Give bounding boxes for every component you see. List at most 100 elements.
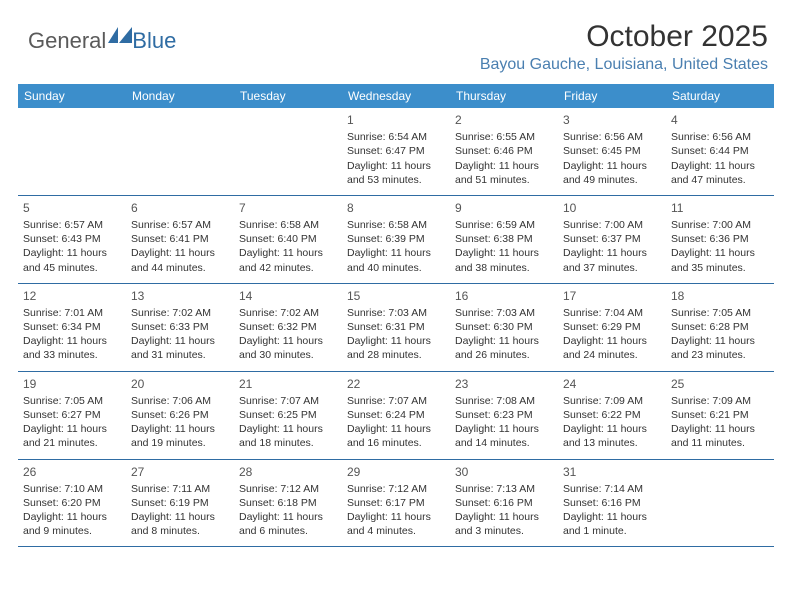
calendar-day-cell: 9 Sunrise: 6:59 AMSunset: 6:38 PMDaylight…: [450, 195, 558, 283]
day-info: Sunrise: 6:56 AMSunset: 6:45 PMDaylight:…: [563, 130, 661, 187]
brand-logo: General Blue: [28, 28, 176, 54]
day-info: Sunrise: 7:02 AMSunset: 6:33 PMDaylight:…: [131, 306, 229, 363]
day-header: Sunday: [18, 84, 126, 108]
day-info: Sunrise: 7:05 AMSunset: 6:27 PMDaylight:…: [23, 394, 121, 451]
day-info: Sunrise: 7:06 AMSunset: 6:26 PMDaylight:…: [131, 394, 229, 451]
calendar-day-cell: 11 Sunrise: 7:00 AMSunset: 6:36 PMDayligh…: [666, 195, 774, 283]
day-number: 27: [131, 464, 229, 480]
calendar-day-cell: 27 Sunrise: 7:11 AMSunset: 6:19 PMDayligh…: [126, 459, 234, 547]
day-info: Sunrise: 7:11 AMSunset: 6:19 PMDaylight:…: [131, 482, 229, 539]
calendar-day-cell: 7 Sunrise: 6:58 AMSunset: 6:40 PMDaylight…: [234, 195, 342, 283]
day-info: Sunrise: 7:07 AMSunset: 6:25 PMDaylight:…: [239, 394, 337, 451]
calendar-week-row: 5Sunrise: 6:57 AMSunset: 6:43 PMDaylight…: [18, 195, 774, 283]
day-info: Sunrise: 7:03 AMSunset: 6:31 PMDaylight:…: [347, 306, 445, 363]
calendar-day-cell: 22 Sunrise: 7:07 AMSunset: 6:24 PMDayligh…: [342, 371, 450, 459]
calendar-day-cell: 21 Sunrise: 7:07 AMSunset: 6:25 PMDayligh…: [234, 371, 342, 459]
calendar-day-cell: 2 Sunrise: 6:55 AMSunset: 6:46 PMDaylight…: [450, 108, 558, 195]
day-number: 31: [563, 464, 661, 480]
day-info: Sunrise: 6:57 AMSunset: 6:43 PMDaylight:…: [23, 218, 121, 275]
calendar-day-cell: 30Sunrise: 7:13 AMSunset: 6:16 PMDayligh…: [450, 459, 558, 547]
calendar-day-cell: 15Sunrise: 7:03 AMSunset: 6:31 PMDayligh…: [342, 283, 450, 371]
day-number: 1: [347, 112, 445, 128]
day-info: Sunrise: 7:02 AMSunset: 6:32 PMDaylight:…: [239, 306, 337, 363]
brand-triangle-icon: [108, 27, 132, 43]
day-number: 29: [347, 464, 445, 480]
calendar-day-cell: 17Sunrise: 7:04 AMSunset: 6:29 PMDayligh…: [558, 283, 666, 371]
day-number: 26: [23, 464, 121, 480]
day-info: Sunrise: 7:14 AMSunset: 6:16 PMDaylight:…: [563, 482, 661, 539]
calendar-body: 1 Sunrise: 6:54 AMSunset: 6:47 PMDaylight…: [18, 108, 774, 547]
day-header: Thursday: [450, 84, 558, 108]
day-header: Friday: [558, 84, 666, 108]
calendar-week-row: 1 Sunrise: 6:54 AMSunset: 6:47 PMDaylight…: [18, 108, 774, 195]
calendar-day-cell: 28 Sunrise: 7:12 AMSunset: 6:18 PMDayligh…: [234, 459, 342, 547]
calendar-day-cell: 6 Sunrise: 6:57 AMSunset: 6:41 PMDaylight…: [126, 195, 234, 283]
day-number: 11: [671, 200, 769, 216]
day-number: 20: [131, 376, 229, 392]
day-number: 12: [23, 288, 121, 304]
day-info: Sunrise: 7:12 AMSunset: 6:18 PMDaylight:…: [239, 482, 337, 539]
brand-blue: Blue: [132, 28, 176, 54]
calendar-empty-cell: [234, 108, 342, 195]
day-info: Sunrise: 6:54 AMSunset: 6:47 PMDaylight:…: [347, 130, 445, 187]
calendar-day-cell: 20 Sunrise: 7:06 AMSunset: 6:26 PMDayligh…: [126, 371, 234, 459]
day-header-row: SundayMondayTuesdayWednesdayThursdayFrid…: [18, 84, 774, 108]
calendar-day-cell: 5Sunrise: 6:57 AMSunset: 6:43 PMDaylight…: [18, 195, 126, 283]
day-header: Tuesday: [234, 84, 342, 108]
calendar-empty-cell: [126, 108, 234, 195]
day-number: 2: [455, 112, 553, 128]
calendar-day-cell: 16 Sunrise: 7:03 AMSunset: 6:30 PMDayligh…: [450, 283, 558, 371]
day-info: Sunrise: 7:01 AMSunset: 6:34 PMDaylight:…: [23, 306, 121, 363]
brand-general: General: [28, 28, 106, 54]
day-info: Sunrise: 6:57 AMSunset: 6:41 PMDaylight:…: [131, 218, 229, 275]
day-info: Sunrise: 7:00 AMSunset: 6:36 PMDaylight:…: [671, 218, 769, 275]
calendar-day-cell: 1 Sunrise: 6:54 AMSunset: 6:47 PMDaylight…: [342, 108, 450, 195]
calendar-day-cell: 10 Sunrise: 7:00 AMSunset: 6:37 PMDayligh…: [558, 195, 666, 283]
calendar-day-cell: 14Sunrise: 7:02 AMSunset: 6:32 PMDayligh…: [234, 283, 342, 371]
day-info: Sunrise: 6:55 AMSunset: 6:46 PMDaylight:…: [455, 130, 553, 187]
calendar-day-cell: 13 Sunrise: 7:02 AMSunset: 6:33 PMDayligh…: [126, 283, 234, 371]
day-number: 3: [563, 112, 661, 128]
calendar-table: SundayMondayTuesdayWednesdayThursdayFrid…: [18, 84, 774, 547]
calendar-day-cell: 26Sunrise: 7:10 AMSunset: 6:20 PMDayligh…: [18, 459, 126, 547]
day-number: 19: [23, 376, 121, 392]
day-number: 16: [455, 288, 553, 304]
day-info: Sunrise: 6:59 AMSunset: 6:38 PMDaylight:…: [455, 218, 553, 275]
calendar-week-row: 12 Sunrise: 7:01 AMSunset: 6:34 PMDayligh…: [18, 283, 774, 371]
day-number: 10: [563, 200, 661, 216]
day-header: Monday: [126, 84, 234, 108]
day-info: Sunrise: 7:09 AMSunset: 6:21 PMDaylight:…: [671, 394, 769, 451]
day-number: 24: [563, 376, 661, 392]
day-info: Sunrise: 6:56 AMSunset: 6:44 PMDaylight:…: [671, 130, 769, 187]
calendar-day-cell: 8 Sunrise: 6:58 AMSunset: 6:39 PMDaylight…: [342, 195, 450, 283]
calendar-day-cell: 31 Sunrise: 7:14 AMSunset: 6:16 PMDayligh…: [558, 459, 666, 547]
day-number: 22: [347, 376, 445, 392]
day-number: 6: [131, 200, 229, 216]
day-info: Sunrise: 6:58 AMSunset: 6:40 PMDaylight:…: [239, 218, 337, 275]
location-text: Bayou Gauche, Louisiana, United States: [18, 56, 768, 74]
calendar-day-cell: 18Sunrise: 7:05 AMSunset: 6:28 PMDayligh…: [666, 283, 774, 371]
day-info: Sunrise: 7:08 AMSunset: 6:23 PMDaylight:…: [455, 394, 553, 451]
calendar-empty-cell: [18, 108, 126, 195]
calendar-day-cell: 19 Sunrise: 7:05 AMSunset: 6:27 PMDayligh…: [18, 371, 126, 459]
calendar-day-cell: 25Sunrise: 7:09 AMSunset: 6:21 PMDayligh…: [666, 371, 774, 459]
calendar-day-cell: 3 Sunrise: 6:56 AMSunset: 6:45 PMDaylight…: [558, 108, 666, 195]
calendar-week-row: 19 Sunrise: 7:05 AMSunset: 6:27 PMDayligh…: [18, 371, 774, 459]
day-number: 28: [239, 464, 337, 480]
day-header: Wednesday: [342, 84, 450, 108]
day-number: 8: [347, 200, 445, 216]
day-info: Sunrise: 6:58 AMSunset: 6:39 PMDaylight:…: [347, 218, 445, 275]
day-info: Sunrise: 7:07 AMSunset: 6:24 PMDaylight:…: [347, 394, 445, 451]
calendar-week-row: 26Sunrise: 7:10 AMSunset: 6:20 PMDayligh…: [18, 459, 774, 547]
day-number: 30: [455, 464, 553, 480]
day-info: Sunrise: 7:03 AMSunset: 6:30 PMDaylight:…: [455, 306, 553, 363]
calendar-day-cell: 29Sunrise: 7:12 AMSunset: 6:17 PMDayligh…: [342, 459, 450, 547]
day-info: Sunrise: 7:05 AMSunset: 6:28 PMDaylight:…: [671, 306, 769, 363]
day-info: Sunrise: 7:04 AMSunset: 6:29 PMDaylight:…: [563, 306, 661, 363]
day-number: 13: [131, 288, 229, 304]
day-number: 9: [455, 200, 553, 216]
calendar-empty-cell: [666, 459, 774, 547]
day-number: 21: [239, 376, 337, 392]
day-info: Sunrise: 7:00 AMSunset: 6:37 PMDaylight:…: [563, 218, 661, 275]
day-number: 7: [239, 200, 337, 216]
